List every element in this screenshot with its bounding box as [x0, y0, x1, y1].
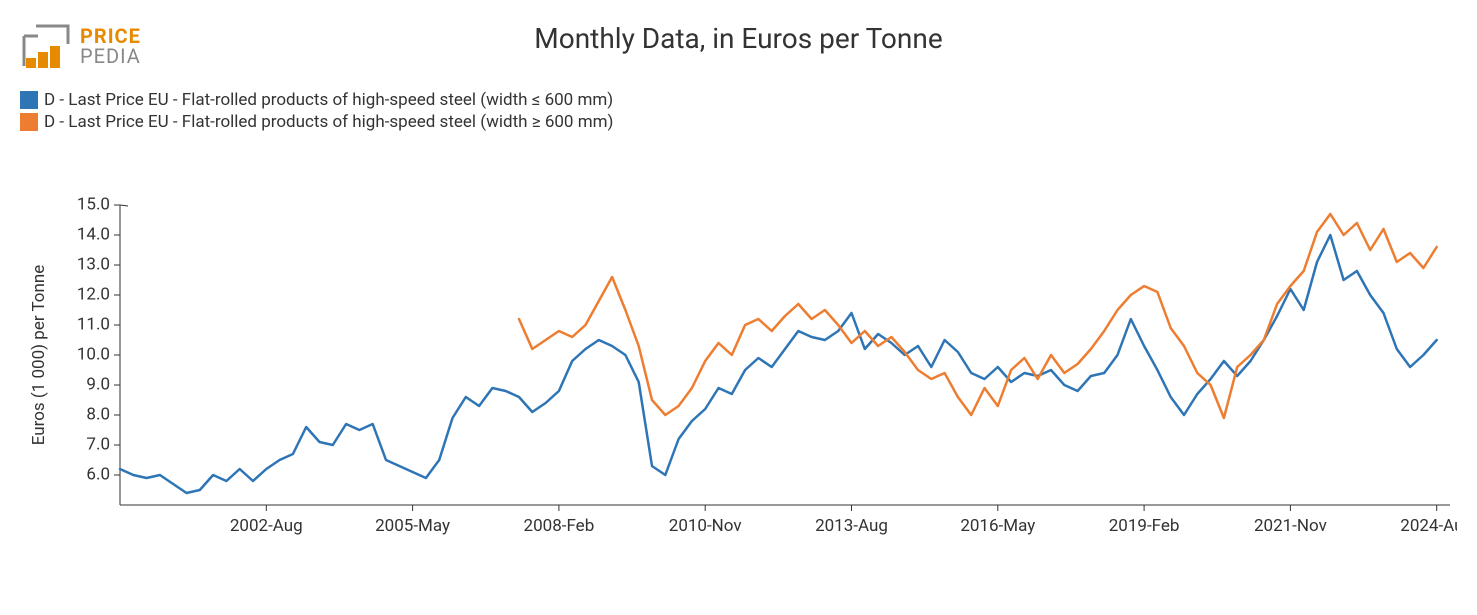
chart-svg: 6.0 7.0 8.0 9.0 10.0 11.0 12.0 13.0 14.0 15.0 2002…	[20, 195, 1457, 570]
svg-text:10.0: 10.0	[77, 344, 110, 364]
svg-text:Euros (1 000) per Tonne: Euros (1 000) per Tonne	[29, 265, 49, 446]
svg-text:15.0: 15.0	[77, 195, 110, 214]
svg-text:2019-Feb: 2019-Feb	[1109, 516, 1180, 536]
legend-item-1: D - Last Price EU - Flat-rolled products…	[20, 112, 613, 132]
svg-text:6.0: 6.0	[86, 464, 110, 484]
svg-text:2010-Nov: 2010-Nov	[669, 516, 742, 536]
legend-swatch-1	[20, 113, 38, 131]
chart-container: PRICE PEDIA Monthly Data, in Euros per T…	[0, 0, 1477, 615]
svg-text:11.0: 11.0	[77, 314, 110, 334]
chart-plot-area: 6.0 7.0 8.0 9.0 10.0 11.0 12.0 13.0 14.0 15.0 2002…	[20, 195, 1457, 574]
svg-text:7.0: 7.0	[86, 434, 110, 454]
svg-text:2024-Aug: 2024-Aug	[1400, 516, 1457, 536]
chart-title: Monthly Data, in Euros per Tonne	[0, 22, 1477, 55]
legend: D - Last Price EU - Flat-rolled products…	[20, 90, 613, 134]
legend-label-0: D - Last Price EU - Flat-rolled products…	[44, 90, 613, 110]
svg-text:9.0: 9.0	[86, 374, 110, 394]
legend-item-0: D - Last Price EU - Flat-rolled products…	[20, 90, 613, 110]
svg-text:2013-Aug: 2013-Aug	[815, 516, 888, 536]
svg-text:2002-Aug: 2002-Aug	[230, 516, 303, 536]
svg-text:2008-Feb: 2008-Feb	[524, 516, 595, 536]
svg-text:12.0: 12.0	[77, 284, 110, 304]
svg-text:2021-Nov: 2021-Nov	[1254, 516, 1327, 536]
legend-label-1: D - Last Price EU - Flat-rolled products…	[44, 112, 613, 132]
svg-text:2016-May: 2016-May	[960, 516, 1035, 536]
svg-text:2005-May: 2005-May	[375, 516, 450, 536]
svg-text:14.0: 14.0	[77, 224, 110, 244]
legend-swatch-0	[20, 91, 38, 109]
svg-text:13.0: 13.0	[77, 254, 110, 274]
svg-text:8.0: 8.0	[86, 404, 110, 424]
